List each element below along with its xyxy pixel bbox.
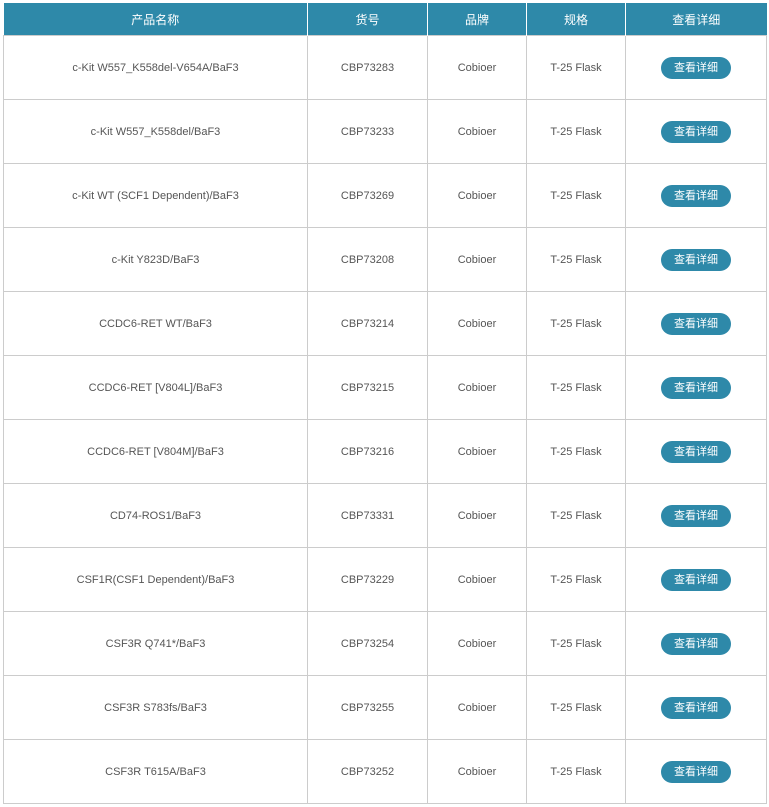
product-brand: Cobioer — [427, 739, 527, 804]
product-brand: Cobioer — [427, 227, 527, 292]
table-row: c-Kit W557_K558del/BaF3 CBP73233 Cobioer T-… — [3, 99, 767, 164]
product-spec: T-25 Flask — [526, 291, 626, 356]
product-name: CCDC6-RET [V804L]/BaF3 — [3, 355, 308, 420]
product-name: CSF3R S783fs/BaF3 — [3, 675, 308, 740]
product-spec: T-25 Flask — [526, 355, 626, 420]
view-details-button[interactable]: 查看详细 — [661, 184, 731, 207]
view-details-button[interactable]: 查看详细 — [661, 120, 731, 143]
product-brand: Cobioer — [427, 611, 527, 676]
view-details-button[interactable]: 查看详细 — [661, 696, 731, 719]
detail-cell: 查看详细 — [625, 355, 767, 420]
product-name: CCDC6-RET [V804M]/BaF3 — [3, 419, 308, 484]
header-detail: 查看详细 — [625, 3, 767, 36]
product-sku: CBP73252 — [307, 739, 428, 804]
table-row: CSF3R Q741*/BaF3 CBP73254 Cobioer T-25 Flas… — [3, 611, 767, 676]
product-brand: Cobioer — [427, 483, 527, 548]
product-spec: T-25 Flask — [526, 99, 626, 164]
header-sku: 货号 — [307, 3, 428, 36]
table-row: CCDC6-RET [V804L]/BaF3 CBP73215 Cobioer T-2… — [3, 355, 767, 420]
detail-cell: 查看详细 — [625, 35, 767, 100]
product-sku: CBP73214 — [307, 291, 428, 356]
view-details-button[interactable]: 查看详细 — [661, 504, 731, 527]
product-sku: CBP73269 — [307, 163, 428, 228]
detail-cell: 查看详细 — [625, 227, 767, 292]
table-header: 产品名称 货号 品牌 规格 查看详细 — [3, 3, 767, 36]
detail-cell: 查看详细 — [625, 547, 767, 612]
detail-cell: 查看详细 — [625, 163, 767, 228]
table-row: c-Kit WT (SCF1 Dependent)/BaF3 CBP73269 Co… — [3, 163, 767, 228]
product-name: CSF3R Q741*/BaF3 — [3, 611, 308, 676]
product-table: 产品名称 货号 品牌 规格 查看详细 c-Kit W557_K558del-V6… — [3, 3, 767, 804]
product-sku: CBP73331 — [307, 483, 428, 548]
product-spec: T-25 Flask — [526, 675, 626, 740]
view-details-button[interactable]: 查看详细 — [661, 56, 731, 79]
product-name: CSF3R T615A/BaF3 — [3, 739, 308, 804]
product-name: CD74-ROS1/BaF3 — [3, 483, 308, 548]
view-details-button[interactable]: 查看详细 — [661, 568, 731, 591]
product-brand: Cobioer — [427, 291, 527, 356]
product-spec: T-25 Flask — [526, 35, 626, 100]
detail-cell: 查看详细 — [625, 611, 767, 676]
product-spec: T-25 Flask — [526, 739, 626, 804]
product-name: CSF1R(CSF1 Dependent)/BaF3 — [3, 547, 308, 612]
view-details-button[interactable]: 查看详细 — [661, 760, 731, 783]
product-spec: T-25 Flask — [526, 419, 626, 484]
product-spec: T-25 Flask — [526, 611, 626, 676]
product-name: c-Kit W557_K558del-V654A/BaF3 — [3, 35, 308, 100]
detail-cell: 查看详细 — [625, 291, 767, 356]
product-name: c-Kit W557_K558del/BaF3 — [3, 99, 308, 164]
table-row: c-Kit Y823D/BaF3 CBP73208 Cobioer T-25 Flas… — [3, 227, 767, 292]
view-details-button[interactable]: 查看详细 — [661, 632, 731, 655]
product-sku: CBP73208 — [307, 227, 428, 292]
product-brand: Cobioer — [427, 675, 527, 740]
table-row: CSF3R T615A/BaF3 CBP73252 Cobioer T-25 Flas… — [3, 739, 767, 804]
view-details-button[interactable]: 查看详细 — [661, 312, 731, 335]
header-name: 产品名称 — [3, 3, 308, 36]
product-brand: Cobioer — [427, 163, 527, 228]
table-row: CCDC6-RET [V804M]/BaF3 CBP73216 Cobioer T-2… — [3, 419, 767, 484]
product-sku: CBP73229 — [307, 547, 428, 612]
detail-cell: 查看详细 — [625, 675, 767, 740]
product-name: c-Kit Y823D/BaF3 — [3, 227, 308, 292]
product-brand: Cobioer — [427, 99, 527, 164]
header-spec: 规格 — [526, 3, 626, 36]
product-name: c-Kit WT (SCF1 Dependent)/BaF3 — [3, 163, 308, 228]
table-row: CSF3R S783fs/BaF3 CBP73255 Cobioer T-25 Fla… — [3, 675, 767, 740]
header-brand: 品牌 — [427, 3, 527, 36]
detail-cell: 查看详细 — [625, 419, 767, 484]
product-sku: CBP73254 — [307, 611, 428, 676]
detail-cell: 查看详细 — [625, 483, 767, 548]
product-sku: CBP73216 — [307, 419, 428, 484]
detail-cell: 查看详细 — [625, 99, 767, 164]
product-name: CCDC6-RET WT/BaF3 — [3, 291, 308, 356]
product-sku: CBP73233 — [307, 99, 428, 164]
view-details-button[interactable]: 查看详细 — [661, 440, 731, 463]
product-spec: T-25 Flask — [526, 227, 626, 292]
product-spec: T-25 Flask — [526, 547, 626, 612]
table-row: CSF1R(CSF1 Dependent)/BaF3 CBP73229 Cobioe… — [3, 547, 767, 612]
table-row: CCDC6-RET WT/BaF3 CBP73214 Cobioer T-25 Fla… — [3, 291, 767, 356]
product-sku: CBP73255 — [307, 675, 428, 740]
product-spec: T-25 Flask — [526, 483, 626, 548]
view-details-button[interactable]: 查看详细 — [661, 376, 731, 399]
product-sku: CBP73215 — [307, 355, 428, 420]
table-row: CD74-ROS1/BaF3 CBP73331 Cobioer T-25 Flask 查… — [3, 483, 767, 548]
view-details-button[interactable]: 查看详细 — [661, 248, 731, 271]
product-spec: T-25 Flask — [526, 163, 626, 228]
detail-cell: 查看详细 — [625, 739, 767, 804]
table-row: c-Kit W557_K558del-V654A/BaF3 CBP73283 Cob… — [3, 35, 767, 100]
product-brand: Cobioer — [427, 355, 527, 420]
product-sku: CBP73283 — [307, 35, 428, 100]
product-brand: Cobioer — [427, 419, 527, 484]
product-brand: Cobioer — [427, 35, 527, 100]
product-brand: Cobioer — [427, 547, 527, 612]
